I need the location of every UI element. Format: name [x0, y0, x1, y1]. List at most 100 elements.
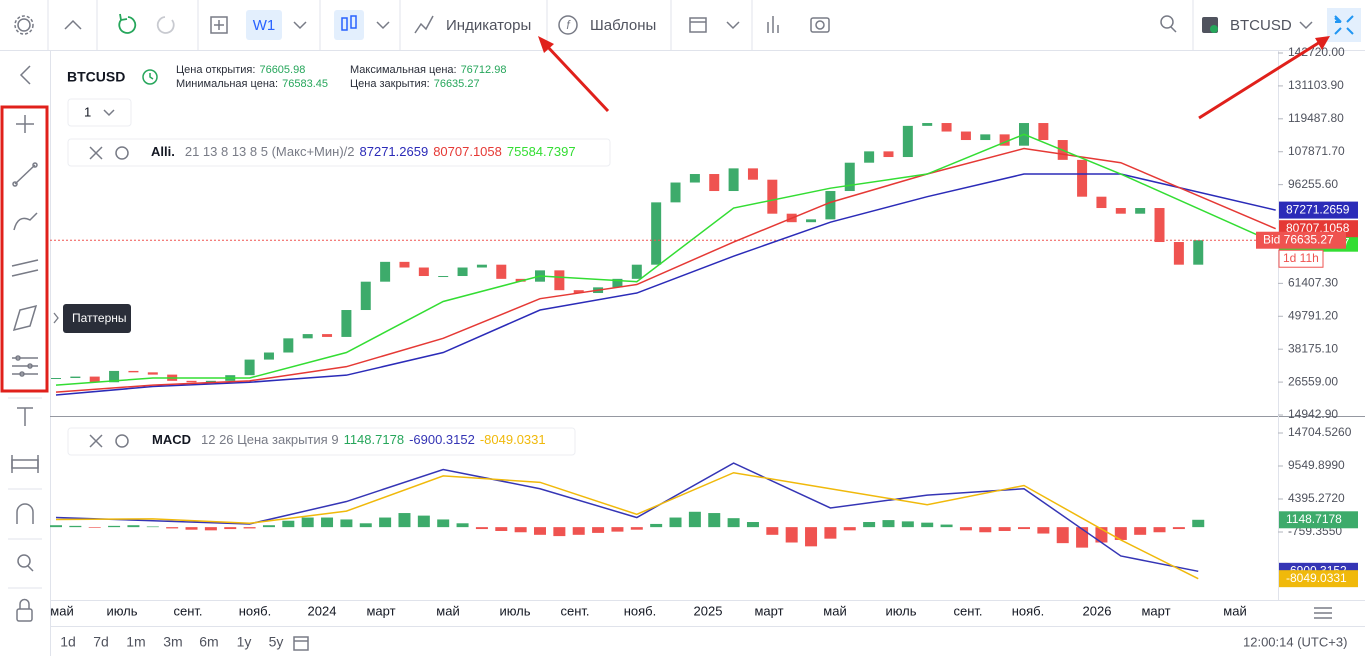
- collapse-button-part[interactable]: [64, 19, 82, 30]
- screenshot-button-part[interactable]: [815, 20, 825, 30]
- chart-type-button[interactable]: [334, 10, 364, 40]
- text-tool[interactable]: [17, 407, 33, 426]
- range-button[interactable]: 5y: [269, 634, 284, 650]
- range-button[interactable]: 1m: [126, 634, 145, 650]
- range-button[interactable]: 1d: [60, 634, 76, 650]
- multiplier-dropdown-part[interactable]: [103, 109, 115, 117]
- measure-tool[interactable]: [12, 355, 38, 377]
- magnet-tool-part[interactable]: [16, 503, 34, 524]
- measure-tool-part[interactable]: [15, 355, 21, 361]
- multiplier[interactable]: 1: [84, 104, 91, 119]
- fullscreen-button-part[interactable]: [1346, 15, 1354, 23]
- indicators-button[interactable]: Индикаторы: [414, 15, 531, 34]
- collapse-button[interactable]: [64, 19, 82, 30]
- fullscreen-button-part[interactable]: [1334, 17, 1342, 23]
- measure-tool-part[interactable]: [19, 371, 25, 377]
- indicators-label[interactable]: Индикаторы: [446, 17, 531, 34]
- price-pane: [50, 123, 1278, 396]
- range-button[interactable]: 1y: [237, 634, 252, 650]
- trendline-tool[interactable]: [12, 162, 38, 187]
- settings-button-part[interactable]: [14, 15, 34, 35]
- screenshot-button-part[interactable]: [810, 17, 830, 33]
- brush-tool-part[interactable]: [13, 212, 38, 231]
- timeframe-button[interactable]: W1: [246, 10, 282, 40]
- brush-tool[interactable]: [13, 212, 38, 231]
- indicator-settings[interactable]: [115, 146, 129, 160]
- chart-type-dropdown[interactable]: [376, 21, 390, 30]
- add-chart-button-part[interactable]: [210, 16, 228, 34]
- fullscreen-button-part[interactable]: [1334, 27, 1342, 35]
- remove-indicator[interactable]: [89, 434, 103, 448]
- lock-tool-part[interactable]: [16, 608, 33, 622]
- fullscreen-button-part[interactable]: [1334, 15, 1342, 23]
- patterns-tool[interactable]: [12, 304, 38, 332]
- redo-button-part[interactable]: [156, 16, 175, 34]
- add-chart-button[interactable]: [210, 16, 228, 34]
- multiplier-dropdown[interactable]: 1: [67, 98, 132, 127]
- channel-tool[interactable]: [11, 259, 39, 277]
- back-button[interactable]: [19, 65, 31, 85]
- undo-button-part[interactable]: [119, 13, 128, 22]
- calendar-button-part[interactable]: [689, 17, 707, 33]
- zoom-tool-part[interactable]: [27, 565, 34, 572]
- trendline-tool-part[interactable]: [32, 162, 38, 168]
- timeframe-dropdown[interactable]: [293, 21, 307, 30]
- settings-button-part[interactable]: [17, 18, 31, 32]
- search-button[interactable]: [1160, 15, 1177, 33]
- remove-indicator-part[interactable]: [89, 146, 103, 160]
- redo-button[interactable]: [156, 16, 175, 34]
- search-button-part[interactable]: [1160, 15, 1174, 29]
- fullscreen-button-part[interactable]: [1327, 8, 1361, 42]
- timeframe[interactable]: W1: [253, 17, 276, 34]
- date-range-button[interactable]: [293, 636, 309, 651]
- range-button[interactable]: 7d: [93, 634, 109, 650]
- fullscreen-button-part[interactable]: [1346, 27, 1354, 35]
- fullscreen-button[interactable]: [1327, 8, 1361, 42]
- zoom-tool-part[interactable]: [17, 554, 31, 568]
- compare-button[interactable]: [767, 16, 779, 33]
- templates-button[interactable]: f Шаблоны: [558, 15, 656, 35]
- templates-button-part[interactable]: [558, 15, 578, 35]
- histogram-bar: [863, 522, 876, 528]
- lock-tool-part[interactable]: [19, 598, 30, 610]
- crosshair-tool[interactable]: [16, 115, 34, 133]
- measure-tool-part[interactable]: [27, 363, 33, 369]
- range-button[interactable]: 6m: [199, 634, 218, 650]
- templates-button-part[interactable]: f: [566, 18, 571, 32]
- calendar-dropdown[interactable]: [726, 21, 740, 30]
- undo-button[interactable]: [118, 13, 137, 34]
- symbol-button-part[interactable]: [1210, 25, 1218, 33]
- ruler-tool[interactable]: [11, 455, 39, 473]
- symbol-button[interactable]: BTCUSD: [1202, 17, 1313, 34]
- chart-type-button-part[interactable]: [350, 15, 357, 29]
- channel-tool-part[interactable]: [11, 269, 39, 277]
- patterns-tool-part[interactable]: [12, 304, 38, 332]
- search-button-part[interactable]: [1170, 26, 1177, 33]
- remove-indicator[interactable]: [89, 146, 103, 160]
- date-range-button-part[interactable]: [293, 636, 309, 651]
- channel-tool-part[interactable]: [11, 259, 39, 267]
- ruler-tool-part[interactable]: [11, 459, 39, 469]
- symbol-button-part[interactable]: [1299, 21, 1313, 30]
- trendline-tool-part[interactable]: [14, 164, 36, 185]
- screenshot-button[interactable]: [810, 17, 830, 33]
- undo-button-part[interactable]: [118, 16, 137, 34]
- alligator-text: Alli. 21 13 8 13 8 5 (Макс+Мин)/2 87271.26…: [151, 144, 576, 159]
- magnet-tool[interactable]: [16, 503, 34, 524]
- indicators-button-part[interactable]: [414, 15, 434, 34]
- timeframe-button-part[interactable]: [246, 10, 282, 40]
- zoom-tool[interactable]: [17, 554, 34, 572]
- templates-label[interactable]: Шаблоны: [590, 17, 656, 34]
- calendar-button[interactable]: [689, 17, 707, 33]
- chart-type-button-part[interactable]: [334, 10, 364, 40]
- remove-indicator-part[interactable]: [89, 434, 103, 448]
- axis-settings[interactable]: [1314, 607, 1332, 619]
- trendline-tool-part[interactable]: [12, 181, 18, 187]
- range-button[interactable]: 3m: [163, 634, 182, 650]
- lock-tool[interactable]: [16, 598, 33, 622]
- chart-type-button-part[interactable]: [341, 17, 348, 31]
- settings-button[interactable]: [14, 15, 34, 35]
- symbol[interactable]: BTCUSD: [1230, 17, 1292, 34]
- indicator-settings[interactable]: [115, 434, 129, 448]
- multiplier-dropdown-part[interactable]: [67, 98, 132, 127]
